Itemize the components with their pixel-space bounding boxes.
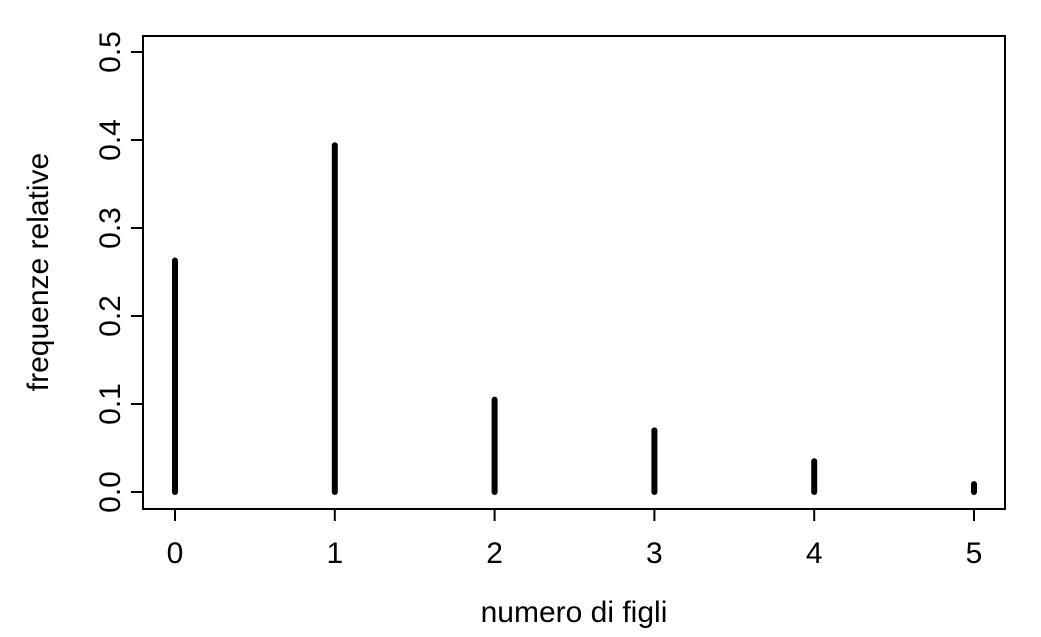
y-axis-title: frequenze relative: [22, 153, 55, 391]
x-tick-label: 4: [806, 537, 823, 570]
y-tick-label: 0.0: [94, 471, 127, 513]
x-tick-label: 5: [966, 537, 983, 570]
x-tick-label: 2: [486, 537, 503, 570]
x-tick-label: 1: [326, 537, 343, 570]
bars: [172, 142, 977, 495]
y-tick-label: 0.2: [94, 295, 127, 337]
x-axis-title: numero di figli: [481, 596, 668, 629]
y-axis: 0.0 0.1 0.2 0.3 0.4 0.5: [94, 31, 144, 513]
plot-frame: [142, 35, 1006, 510]
x-tick-label: 3: [646, 537, 663, 570]
x-axis: 0 1 2 3 4 5: [167, 508, 983, 570]
y-tick-label: 0.3: [94, 207, 127, 249]
x-tick-label: 0: [167, 537, 184, 570]
y-tick-label: 0.4: [94, 119, 127, 161]
y-tick-label: 0.1: [94, 383, 127, 425]
y-tick-label: 0.5: [94, 31, 127, 73]
